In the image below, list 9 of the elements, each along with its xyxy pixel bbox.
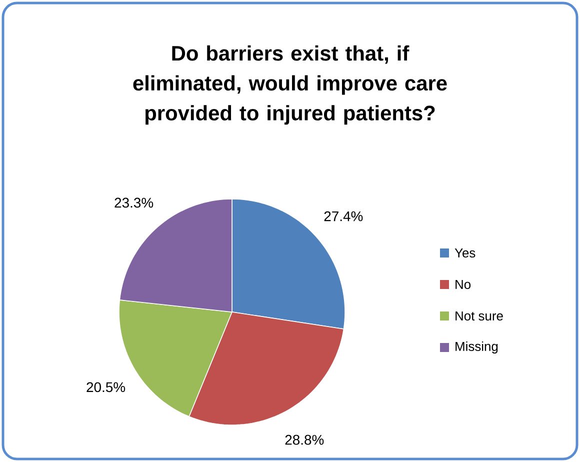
legend-label: Not sure bbox=[456, 311, 503, 321]
chart-title: Do barriers exist that, if eliminated, would improve care provided to injured patients? bbox=[133, 45, 447, 125]
legend-label: No bbox=[456, 280, 471, 290]
data-label: 28.8% bbox=[285, 434, 324, 445]
data-label: 27.4% bbox=[324, 211, 363, 222]
legend-label: Missing bbox=[456, 341, 498, 354]
data-label: 20.5% bbox=[86, 382, 126, 392]
legend-label: Yes bbox=[454, 248, 476, 258]
data-label: 23.3% bbox=[114, 198, 154, 208]
